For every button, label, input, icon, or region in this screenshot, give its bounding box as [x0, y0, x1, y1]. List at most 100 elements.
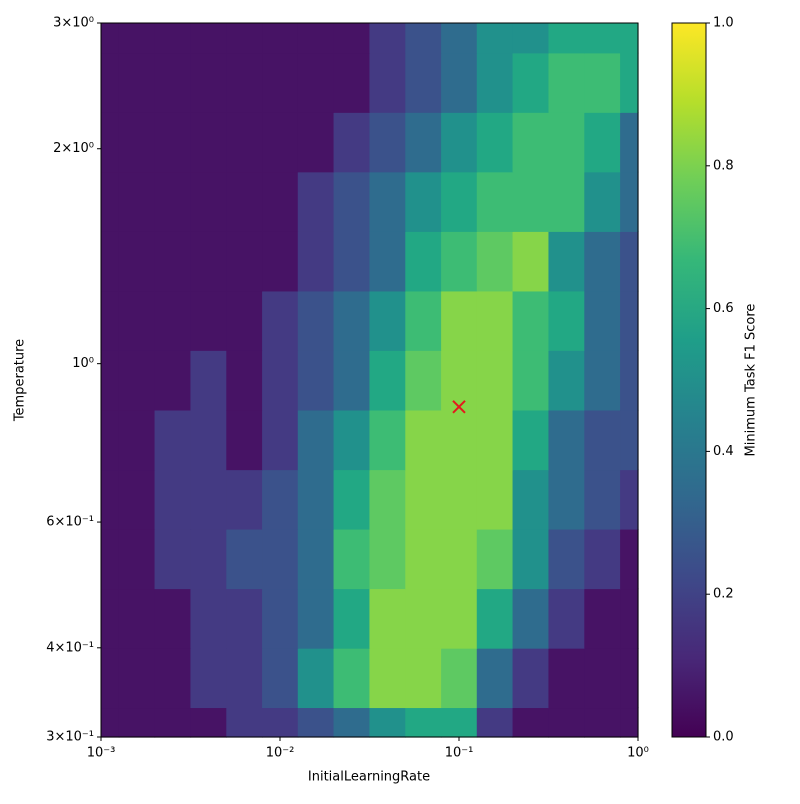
- contour-cell: [405, 588, 442, 649]
- contour-cell: [441, 648, 478, 709]
- contour-cell: [118, 350, 156, 411]
- contour-cell: [262, 409, 299, 471]
- contour-cell: [297, 290, 335, 351]
- contour-cell: [226, 409, 263, 471]
- contour-cell: [333, 52, 371, 113]
- contour-cell: [369, 171, 406, 232]
- contour-cell: [333, 648, 371, 709]
- contour-cell: [190, 231, 227, 292]
- x-tick-label: 10⁻³: [87, 746, 116, 761]
- contour-cell: [118, 409, 156, 471]
- contour-cell: [512, 648, 550, 709]
- contour-cell: [476, 648, 514, 709]
- contour-cell: [548, 469, 585, 530]
- contour-cell: [226, 52, 263, 113]
- contour-cell: [441, 23, 478, 54]
- colorbar-tick-label: 0.4: [713, 444, 734, 459]
- contour-cell: [512, 290, 550, 351]
- contour-cell: [476, 112, 514, 173]
- contour-cell: [476, 469, 514, 530]
- contour-cell: [441, 707, 478, 738]
- contour-cell: [476, 290, 514, 351]
- contour-cell: [101, 528, 120, 590]
- contour-cell: [190, 171, 227, 232]
- contour-cell: [620, 23, 639, 54]
- contour-cell: [262, 648, 299, 709]
- contour-cell: [369, 528, 406, 590]
- contour-cell: [476, 231, 514, 292]
- contour-cell: [584, 171, 621, 232]
- contour-cell: [333, 528, 371, 590]
- contour-cell: [620, 350, 639, 411]
- contour-cell: [369, 648, 406, 709]
- contour-cell: [154, 707, 192, 738]
- contour-cell: [405, 52, 442, 113]
- y-tick-label: 3×10⁰: [53, 16, 94, 31]
- contour-cell: [226, 469, 263, 530]
- contour-cell: [369, 469, 406, 530]
- contour-cell: [262, 231, 299, 292]
- contour-cell: [262, 588, 299, 649]
- plot-frame: [100, 22, 639, 738]
- contour-cell: [262, 350, 299, 411]
- contour-cell: [441, 290, 478, 351]
- contour-cell: [441, 171, 478, 232]
- contour-cell: [101, 231, 120, 292]
- contour-cell: [369, 231, 406, 292]
- contour-cell: [333, 469, 371, 530]
- contour-cell: [512, 52, 550, 113]
- contour-cell: [154, 528, 192, 590]
- contour-cell: [584, 52, 621, 113]
- contour-cell: [620, 52, 639, 113]
- contour-cell: [548, 350, 585, 411]
- contour-cell: [118, 52, 156, 113]
- contour-cell: [190, 469, 227, 530]
- contour-cell: [476, 707, 514, 738]
- contour-cell: [154, 231, 192, 292]
- contour-cell: [512, 707, 550, 738]
- contour-cell: [333, 171, 371, 232]
- contour-cell: [620, 409, 639, 471]
- contour-cell: [226, 648, 263, 709]
- x-axis-label: InitialLearningRate: [308, 770, 430, 785]
- contour-cell: [620, 469, 639, 530]
- contour-cell: [262, 528, 299, 590]
- contour-cell: [369, 290, 406, 351]
- contour-cell: [118, 171, 156, 232]
- x-tick-label: 10⁰: [627, 746, 649, 761]
- contour-cell: [441, 528, 478, 590]
- contour-cell: [262, 112, 299, 173]
- contour-cell: [584, 528, 621, 590]
- contour-cell: [441, 469, 478, 530]
- contour-cell: [620, 648, 639, 709]
- contour-cell: [333, 112, 371, 173]
- marker-stroke: [452, 400, 466, 414]
- y-tick-label: 3×10⁻¹: [46, 730, 94, 745]
- contour-cell: [118, 588, 156, 649]
- contour-cell: [226, 290, 263, 351]
- contour-cell: [118, 112, 156, 173]
- contour-cell: [584, 290, 621, 351]
- x-tick-label: 10⁻¹: [445, 746, 474, 761]
- contour-cell: [512, 469, 550, 530]
- contour-cell: [548, 112, 585, 173]
- colorbar: [671, 22, 707, 738]
- contour-cell: [262, 707, 299, 738]
- contour-cell: [476, 350, 514, 411]
- contour-cell: [190, 707, 227, 738]
- colorbar-tick-label: 0.6: [713, 301, 734, 316]
- contour-cell: [297, 231, 335, 292]
- contour-cell: [369, 588, 406, 649]
- contour-cell: [405, 409, 442, 471]
- contour-cell: [190, 290, 227, 351]
- contour-cell: [297, 588, 335, 649]
- contour-cell: [620, 290, 639, 351]
- colorbar-tick-label: 0.8: [713, 158, 734, 173]
- contour-cell: [154, 588, 192, 649]
- contour-cell: [405, 112, 442, 173]
- contour-cell: [512, 528, 550, 590]
- contour-cell: [101, 409, 120, 471]
- contour-cell: [405, 648, 442, 709]
- contour-cell: [584, 648, 621, 709]
